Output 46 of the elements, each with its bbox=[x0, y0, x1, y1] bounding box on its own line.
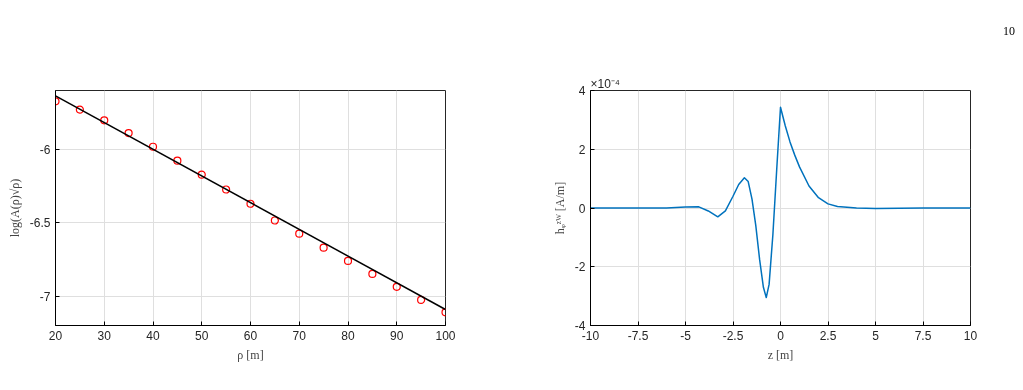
x-tick-label: 80 bbox=[341, 328, 355, 343]
point bbox=[100, 116, 109, 125]
x-tick-label: 90 bbox=[390, 328, 404, 343]
x-tick-label: 5 bbox=[872, 328, 880, 343]
y-tick-label: -2 bbox=[574, 260, 586, 275]
point bbox=[197, 170, 206, 179]
x-tick-label: 40 bbox=[146, 328, 160, 343]
x-tick-label: 70 bbox=[292, 328, 307, 343]
text: ×10⁻⁴ bbox=[590, 76, 621, 91]
point bbox=[246, 199, 255, 208]
point bbox=[319, 243, 328, 252]
x-tick-label: -7.5 bbox=[627, 328, 649, 343]
point bbox=[417, 295, 426, 305]
point bbox=[295, 229, 304, 238]
point bbox=[392, 282, 401, 291]
x-tick-label: 10 bbox=[963, 328, 978, 343]
x-tick-label: 100 bbox=[435, 328, 456, 343]
y-axis-title: log(A(ρ)√ρ) bbox=[7, 178, 22, 238]
point bbox=[368, 269, 377, 279]
point bbox=[343, 256, 353, 265]
x-tick-label: 60 bbox=[243, 328, 258, 343]
y-tick-label: 4 bbox=[578, 84, 586, 98]
y-axis-title: hᵩᶻᵂ [A/m] bbox=[552, 181, 567, 235]
y-tick-label: -6.5 bbox=[29, 216, 51, 231]
x-tick-label: 20 bbox=[48, 328, 63, 343]
x-tick-label: 0 bbox=[777, 328, 785, 343]
x-tick-label: -5 bbox=[680, 328, 692, 343]
x-tick-label: 7.5 bbox=[914, 328, 932, 343]
text: 10 bbox=[1003, 23, 1015, 40]
x-axis-title: z [m] bbox=[767, 347, 794, 362]
point bbox=[124, 129, 133, 138]
x-tick-label: 2.5 bbox=[819, 328, 837, 343]
y-tick-label: 0 bbox=[578, 201, 586, 216]
y-tick-label: -7 bbox=[39, 289, 51, 304]
x-axis-title: ρ [m] bbox=[237, 347, 264, 362]
point bbox=[148, 142, 158, 151]
point bbox=[173, 156, 182, 165]
point bbox=[75, 105, 84, 114]
x-tick-label: 50 bbox=[195, 328, 209, 343]
y-tick-label: 2 bbox=[578, 142, 586, 157]
x-tick-label: 30 bbox=[97, 328, 112, 343]
x-tick-label: -2.5 bbox=[722, 328, 744, 343]
point bbox=[270, 216, 279, 225]
line-series bbox=[590, 106, 971, 299]
y-tick-label: -6 bbox=[39, 142, 51, 157]
point bbox=[222, 185, 231, 194]
